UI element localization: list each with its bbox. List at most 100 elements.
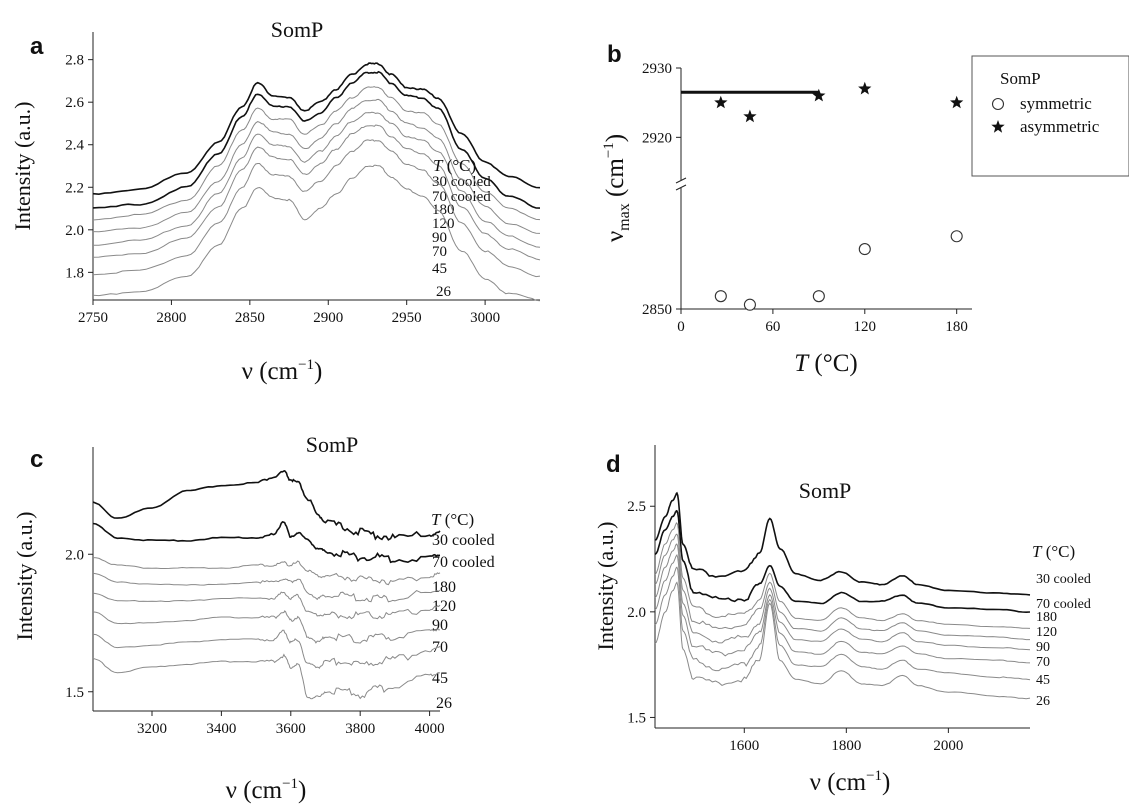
series-line-120 <box>92 572 441 603</box>
x-tick-label: 3200 <box>137 721 167 737</box>
series-line-70-cooled <box>654 509 1031 614</box>
y-axis-label-sub: max <box>616 203 633 231</box>
series-line-120 <box>654 533 1030 641</box>
y-tick-label: 2930 <box>642 61 672 77</box>
x-axis-label: ν (cm−1) <box>810 768 891 796</box>
asymmetric-point <box>743 109 757 123</box>
series-line-70-cooled <box>92 520 441 564</box>
series-label: 90 <box>432 617 448 634</box>
x-tick-label: 2900 <box>313 310 343 326</box>
series-line-30-cooled <box>92 470 441 541</box>
series-line-120 <box>92 98 541 234</box>
x-axis-label-exp: −1 <box>282 776 298 792</box>
series-line-90 <box>92 591 441 620</box>
symmetric-point <box>812 290 825 303</box>
x-tick-label: 2800 <box>156 310 186 326</box>
symmetric-point <box>950 230 963 243</box>
legend-title: T (°C) <box>433 156 476 175</box>
legend-box <box>971 55 1129 177</box>
series-label: 70 cooled <box>1036 597 1091 612</box>
x-axis-label-unit: (°C) <box>808 350 858 377</box>
chart-title: SomP <box>799 478 852 503</box>
panel-letter: c <box>30 446 43 473</box>
x-tick-label: 1600 <box>729 738 759 754</box>
y-axis-label: Intensity (a.u.) <box>12 512 37 641</box>
series-label: 70 cooled <box>432 554 495 571</box>
series-label: 90 <box>1036 640 1050 655</box>
series-label: 180 <box>432 202 455 218</box>
legend: SomP symmetric asymmetric <box>971 55 1129 177</box>
chart-title: SomP <box>306 432 359 457</box>
asymmetric-point <box>858 81 872 95</box>
x-axis-label-main: ν (cm <box>226 777 283 804</box>
asymmetric-point <box>714 95 728 109</box>
x-tick-label: 2000 <box>933 738 963 754</box>
series-line-70 <box>654 553 1031 664</box>
x-tick-label: 0 <box>677 319 685 335</box>
y-tick-label: 2.8 <box>65 53 84 69</box>
panel-letter: b <box>607 41 622 68</box>
series-label: 26 <box>436 284 452 300</box>
legend-title: SomP <box>1000 69 1041 88</box>
series-line-45 <box>654 566 1031 681</box>
series-line-26 <box>92 653 441 700</box>
series-line-30-cooled <box>654 491 1031 596</box>
asymmetric-point <box>950 95 964 109</box>
symmetric-point <box>743 298 756 311</box>
series-line-180 <box>92 86 541 221</box>
y-axis-label-close: ) <box>602 134 629 142</box>
x-axis-label-close: ) <box>882 769 890 796</box>
series-line-30-cooled <box>92 62 541 196</box>
panel-letter: a <box>30 33 44 60</box>
series-line-90 <box>93 111 541 248</box>
series-label: 70 <box>1036 655 1050 670</box>
axis-break-mark <box>675 184 687 191</box>
x-tick-label: 3800 <box>345 721 375 737</box>
series-line-45 <box>92 629 441 670</box>
y-tick-label: 2.6 <box>65 95 84 111</box>
x-tick-label: 2850 <box>235 310 265 326</box>
x-tick-label: 3600 <box>276 721 306 737</box>
x-tick-label: 60 <box>765 319 780 335</box>
series-label: 45 <box>432 261 447 277</box>
y-tick-label: 1.5 <box>65 685 84 701</box>
y-tick-label: 2.0 <box>65 223 84 239</box>
legend-entry: symmetric <box>1020 94 1092 113</box>
y-axis-label-main: ν <box>602 231 629 242</box>
y-axis-label-exp: −1 <box>601 142 617 158</box>
series-label: 70 cooled <box>432 189 491 205</box>
x-axis-label: T (°C) <box>794 350 857 377</box>
series-line-70-cooled <box>92 70 541 209</box>
x-axis-label: ν (cm−1) <box>226 776 307 804</box>
symmetric-point <box>714 290 727 303</box>
legend-title: T (°C) <box>431 510 474 529</box>
panel-c: 3200 3400 3600 3800 4000 1.5 2.0 30 cooled 70 co… <box>12 432 495 804</box>
x-axis-label-close: ) <box>314 358 322 385</box>
x-axis-label-var: T <box>794 350 810 377</box>
series-label: 70 <box>432 639 448 656</box>
x-tick-label: 2950 <box>392 310 422 326</box>
legend-title-var: T <box>433 156 444 175</box>
y-tick-label: 2.0 <box>65 547 84 563</box>
legend-title-unit: (°C) <box>442 156 476 175</box>
panel-letter: d <box>606 451 621 478</box>
legend-circle-marker <box>991 97 1005 111</box>
x-tick-label: 2750 <box>78 310 108 326</box>
y-axis-label: Intensity (a.u.) <box>593 522 618 651</box>
x-tick-label: 1800 <box>831 738 861 754</box>
x-tick-label: 3000 <box>470 310 500 326</box>
legend-title-unit: (°C) <box>440 510 474 529</box>
series-label: 70 <box>432 244 447 260</box>
x-axis-label-exp: −1 <box>866 768 882 784</box>
series-line-180 <box>92 557 441 586</box>
x-axis-label-main: ν (cm <box>810 769 867 796</box>
x-tick-label: 3400 <box>206 721 236 737</box>
series-line-70 <box>92 124 541 261</box>
asymmetric-point <box>812 88 826 102</box>
series-line-26 <box>654 581 1031 700</box>
legend-title-unit: (°C) <box>1041 542 1075 561</box>
series-label: 180 <box>1036 610 1057 625</box>
